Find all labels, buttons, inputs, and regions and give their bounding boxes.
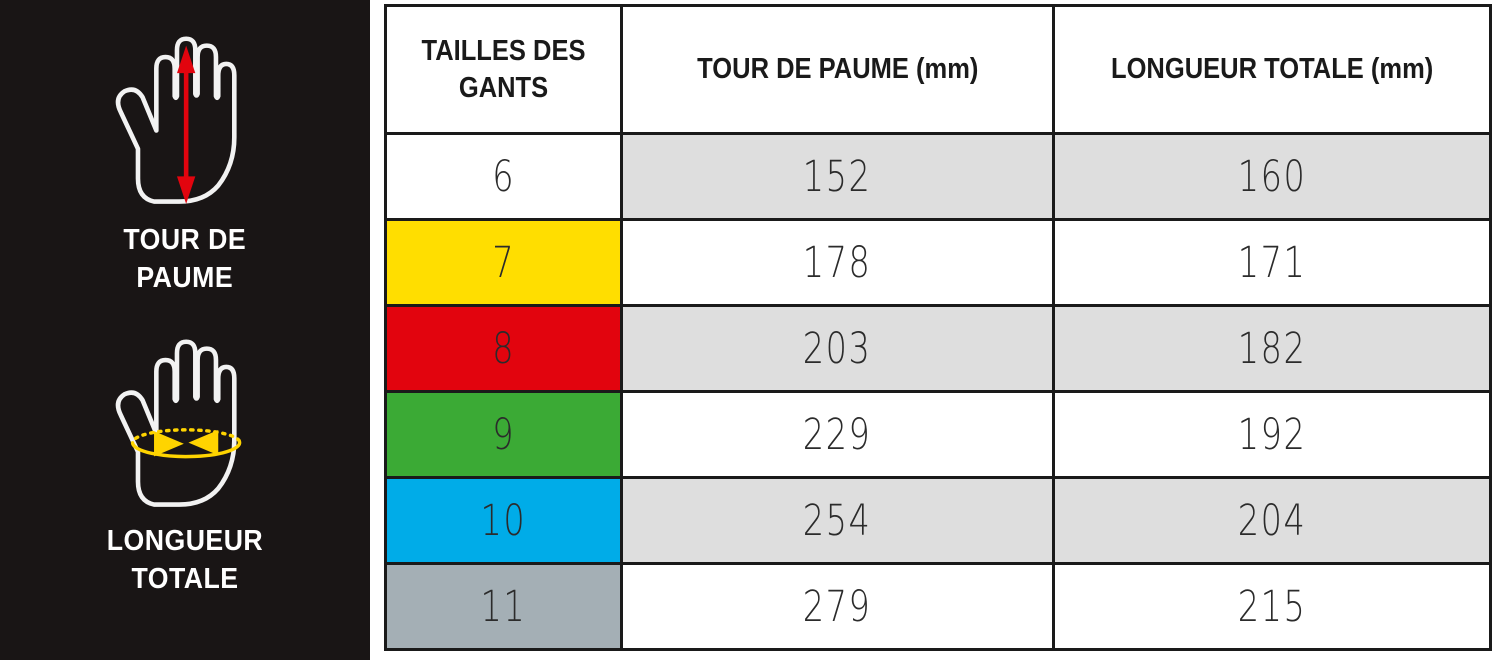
header-total-length: LONGUEUR TOTALE (mm) [1052, 4, 1492, 135]
size-cell: 6 [384, 132, 623, 221]
length-cell: 215 [1052, 562, 1492, 651]
length-cell: 171 [1052, 218, 1492, 307]
palm-cell: 178 [620, 218, 1055, 307]
header-palm-circumference: TOUR DE PAUME (mm) [620, 4, 1055, 135]
table-row: 9 229 192 [384, 390, 1492, 479]
table-row: 8 203 182 [384, 304, 1492, 393]
measurement-panel: TOUR DE PAUME LONGUEUR TOTALE [0, 0, 370, 660]
palm-cell: 254 [620, 476, 1055, 565]
size-cell: 10 [384, 476, 623, 565]
header-sizes: TAILLES DES GANTS [384, 4, 623, 135]
palm-cell: 229 [620, 390, 1055, 479]
length-cell: 192 [1052, 390, 1492, 479]
circumference-arrows [130, 428, 242, 459]
size-cell: 7 [384, 218, 623, 307]
table-row: 10 254 204 [384, 476, 1492, 565]
palm-cell: 152 [620, 132, 1055, 221]
palm-cell: 203 [620, 304, 1055, 393]
hand-vertical-arrow-icon [115, 36, 237, 204]
length-cell: 160 [1052, 132, 1492, 221]
length-cell: 204 [1052, 476, 1492, 565]
vertical-double-arrow [176, 45, 196, 204]
table-row: 11 279 215 [384, 562, 1492, 651]
hand-circumference-icon [115, 339, 242, 508]
table-row: 6 152 160 [384, 132, 1492, 221]
length-measure-diagram: LONGUEUR TOTALE [99, 297, 271, 598]
length-cell: 182 [1052, 304, 1492, 393]
palm-measure-label: TOUR DE PAUME [123, 224, 247, 294]
size-cell: 9 [384, 390, 623, 479]
glove-size-table: TAILLES DES GANTS TOUR DE PAUME (mm) LON… [384, 4, 1492, 651]
length-measure-label: LONGUEUR TOTALE [106, 525, 264, 596]
palm-cell: 279 [620, 562, 1055, 651]
table-row: 7 178 171 [384, 218, 1492, 307]
size-cell: 8 [384, 304, 623, 393]
size-cell: 11 [384, 562, 623, 651]
header-row: TAILLES DES GANTS TOUR DE PAUME (mm) LON… [384, 4, 1492, 135]
palm-measure-diagram: TOUR DE PAUME [99, 0, 271, 297]
